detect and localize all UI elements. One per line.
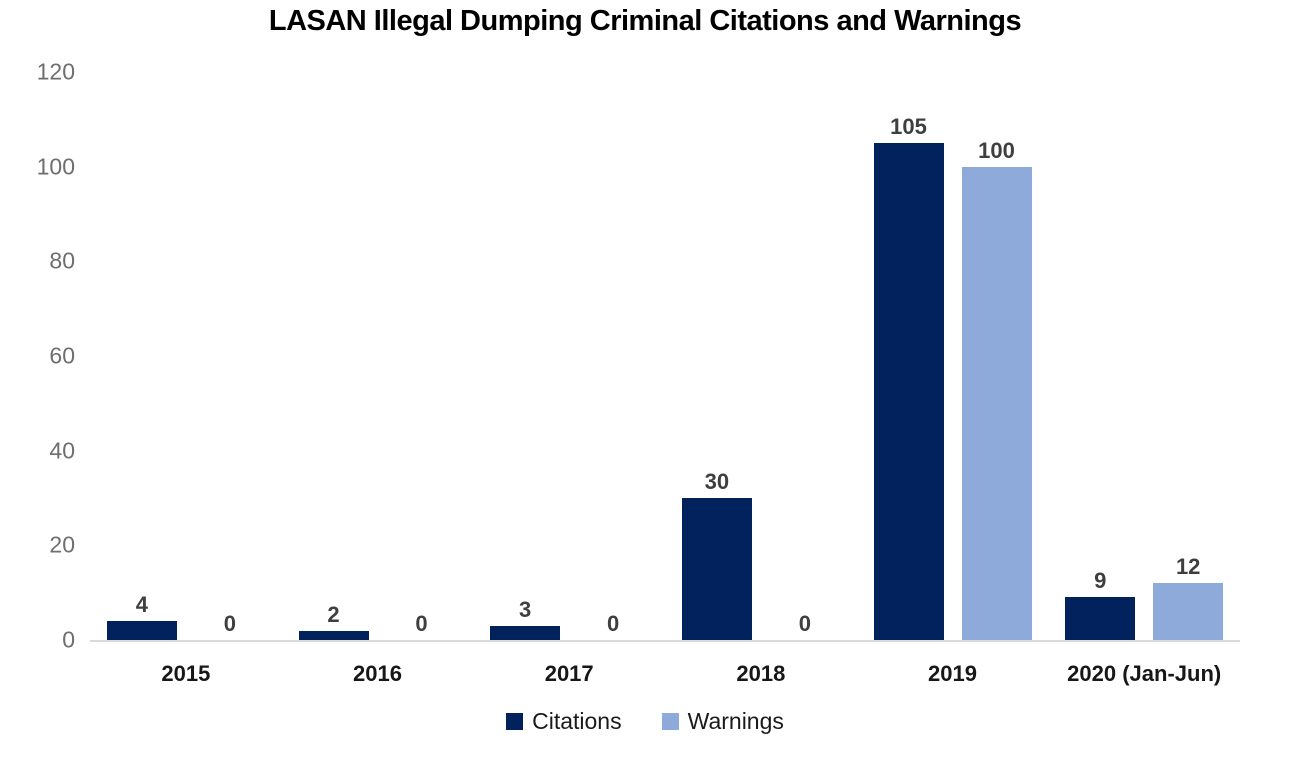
bar-slot-warnings-2017: 0: [578, 613, 648, 640]
bar-slot-citations-2018: 30: [681, 469, 752, 640]
bar-group-2018: 30 0: [665, 72, 857, 640]
x-axis-labels: 2015 2016 2017 2018 2019 2020 (Jan-Jun): [90, 661, 1240, 687]
bar-citations-2017: [490, 626, 561, 640]
legend-item-warnings: Warnings: [661, 708, 784, 734]
bar-value-label-warnings-2015: 0: [223, 611, 236, 636]
bar-citations-2016: [298, 631, 369, 640]
plot-area: 4 0 2 0 3 0 30 0 105 100 9 12: [90, 72, 1240, 642]
x-tick-label-2017: 2017: [544, 661, 594, 686]
y-tick-label-60: 60: [49, 342, 75, 369]
bar-citations-2020-jan-jun: [1065, 597, 1136, 640]
legend-swatch-icon-citations: [506, 713, 524, 730]
y-tick-label-40: 40: [49, 437, 75, 464]
bar-citations-2015: [106, 621, 177, 640]
bar-slot-warnings-2020-jan-jun: 12: [1153, 554, 1224, 640]
y-axis: 0 20 40 60 80 100 120: [0, 60, 75, 651]
x-tick-label-2016: 2016: [353, 661, 402, 686]
x-tick-label-2018: 2018: [736, 661, 786, 686]
bar-slot-warnings-2015: 0: [195, 613, 265, 640]
bar-value-label-citations-2015: 4: [135, 592, 148, 617]
bar-warnings-2020-jan-jun: [1153, 583, 1224, 640]
bar-group-2020-jan-jun: 9 12: [1048, 72, 1240, 640]
bar-value-label-citations-2020-jan-jun: 9: [1094, 568, 1107, 593]
y-tick-label-100: 100: [36, 153, 75, 180]
legend-label-warnings: Warnings: [687, 708, 784, 734]
bar-slot-warnings-2019: 100: [961, 138, 1032, 640]
bar-slot-citations-2020-jan-jun: 9: [1065, 568, 1136, 640]
bar-value-label-warnings-2016: 0: [415, 611, 428, 636]
chart-title: LASAN Illegal Dumping Criminal Citations…: [268, 5, 1022, 37]
bar-slot-warnings-2018: 0: [770, 613, 840, 640]
bar-warnings-2019: [961, 167, 1032, 640]
bar-slot-citations-2015: 4: [106, 592, 177, 640]
bar-citations-2019: [873, 143, 944, 640]
bar-value-label-citations-2016: 2: [327, 602, 340, 627]
bar-value-label-warnings-2017: 0: [607, 611, 620, 636]
legend-label-citations: Citations: [532, 708, 622, 734]
bar-value-label-warnings-2020-jan-jun: 12: [1175, 554, 1201, 579]
y-tick-label-80: 80: [49, 247, 75, 274]
legend-item-citations: Citations: [506, 708, 622, 734]
y-tick-label-120: 120: [36, 58, 75, 85]
x-tick-label-2020-jan-jun: 2020 (Jan-Jun): [1067, 661, 1222, 686]
y-tick-label-20: 20: [49, 531, 75, 558]
bar-groups: 4 0 2 0 3 0 30 0 105 100 9 12: [90, 72, 1240, 640]
x-axis-line: [90, 640, 1240, 642]
x-tick-label-2015: 2015: [161, 661, 211, 686]
x-tick-label-2019: 2019: [928, 661, 977, 686]
bar-value-label-citations-2017: 3: [519, 597, 532, 622]
bar-slot-warnings-2016: 0: [387, 613, 457, 640]
bar-group-2019: 105 100: [857, 72, 1049, 640]
bar-slot-citations-2016: 2: [298, 602, 369, 640]
bar-value-label-warnings-2018: 0: [798, 611, 811, 636]
y-tick-label-0: 0: [62, 626, 75, 653]
legend: Citations Warnings: [0, 710, 1290, 733]
bar-slot-citations-2019: 105: [873, 114, 944, 640]
bar-value-label-citations-2018: 30: [704, 469, 730, 494]
bar-citations-2018: [681, 498, 752, 640]
bar-slot-citations-2017: 3: [490, 597, 561, 640]
legend-swatch-icon-warnings: [661, 713, 679, 730]
bar-value-label-citations-2019: 105: [890, 114, 927, 139]
bar-value-label-warnings-2019: 100: [978, 138, 1015, 163]
